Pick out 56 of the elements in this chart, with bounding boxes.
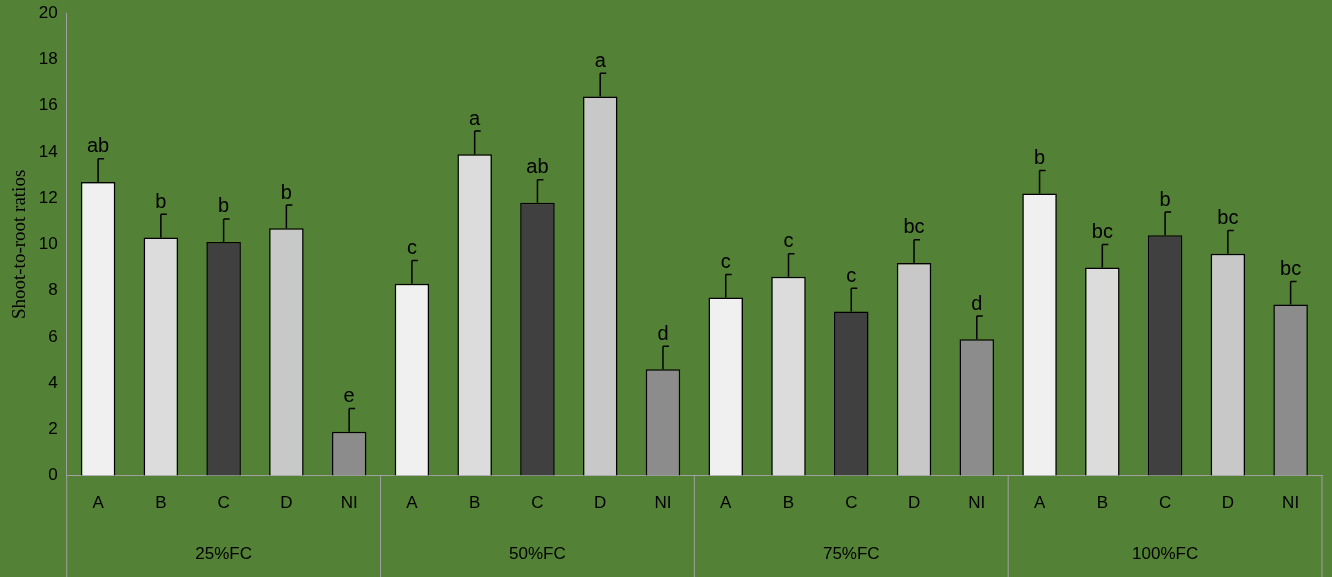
data-label: b xyxy=(218,194,230,217)
data-label: b xyxy=(155,189,167,212)
x-tick-label: D xyxy=(594,493,607,513)
text: 75%FC xyxy=(822,543,880,563)
data-label: bc xyxy=(1217,206,1239,229)
data-label: c xyxy=(783,229,794,252)
y-tick-label: 16 xyxy=(38,95,58,115)
data-label: ab xyxy=(526,155,549,178)
y-tick-label: 18 xyxy=(38,49,58,69)
data-label: b xyxy=(1159,187,1171,210)
y-tick-label: 14 xyxy=(38,141,58,161)
data-label: c xyxy=(406,236,417,259)
data-label: d xyxy=(971,291,983,314)
text: 50%FC xyxy=(509,543,566,563)
data-label: bc xyxy=(903,215,925,238)
x-tick-label: C xyxy=(531,493,544,513)
text: 25%FC xyxy=(195,543,252,563)
x-tick-label: NI xyxy=(340,493,358,513)
y-tick-label: 2 xyxy=(48,419,58,439)
x-tick-label: B xyxy=(782,493,795,513)
y-tick-label: 4 xyxy=(48,372,58,392)
data-label: b xyxy=(280,180,292,203)
data-label: bc xyxy=(1280,256,1302,279)
data-label: c xyxy=(720,249,731,272)
y-tick-label: 10 xyxy=(38,234,58,254)
data-label: d xyxy=(657,321,669,344)
x-tick-label: D xyxy=(1221,493,1234,513)
x-tick-label: D xyxy=(907,493,921,513)
data-label: ab xyxy=(86,134,110,157)
data-label: c xyxy=(846,263,857,286)
x-tick-label: C xyxy=(845,493,858,513)
data-label: b xyxy=(1034,145,1046,168)
y-tick-label: 0 xyxy=(48,465,58,485)
x-tick-label: A xyxy=(92,493,105,513)
y-tick-label: 6 xyxy=(48,326,58,346)
x-tick-label: A xyxy=(1033,493,1046,513)
y-tick-label: 20 xyxy=(38,2,58,22)
x-tick-label: C xyxy=(217,493,230,513)
x-tick-label: C xyxy=(1158,493,1172,513)
x-tick-label: A xyxy=(406,493,419,513)
data-label: a xyxy=(594,48,607,71)
y-tick-label: 12 xyxy=(38,187,58,207)
data-label: e xyxy=(343,384,355,407)
x-tick-label: A xyxy=(720,493,733,513)
text: 100%FC xyxy=(1132,543,1199,563)
y-axis-title: Shoot-to-root ratios xyxy=(8,169,30,320)
x-tick-label: NI xyxy=(1282,493,1300,513)
x-tick-label: D xyxy=(280,493,293,513)
x-tick-label: NI xyxy=(654,493,672,513)
x-tick-label: B xyxy=(155,493,167,513)
x-tick-label: B xyxy=(1096,493,1108,513)
y-tick-label: 8 xyxy=(48,280,58,300)
x-tick-label: NI xyxy=(968,493,986,513)
data-label: a xyxy=(469,106,482,129)
x-tick-label: B xyxy=(469,493,481,513)
data-label: bc xyxy=(1091,219,1113,242)
